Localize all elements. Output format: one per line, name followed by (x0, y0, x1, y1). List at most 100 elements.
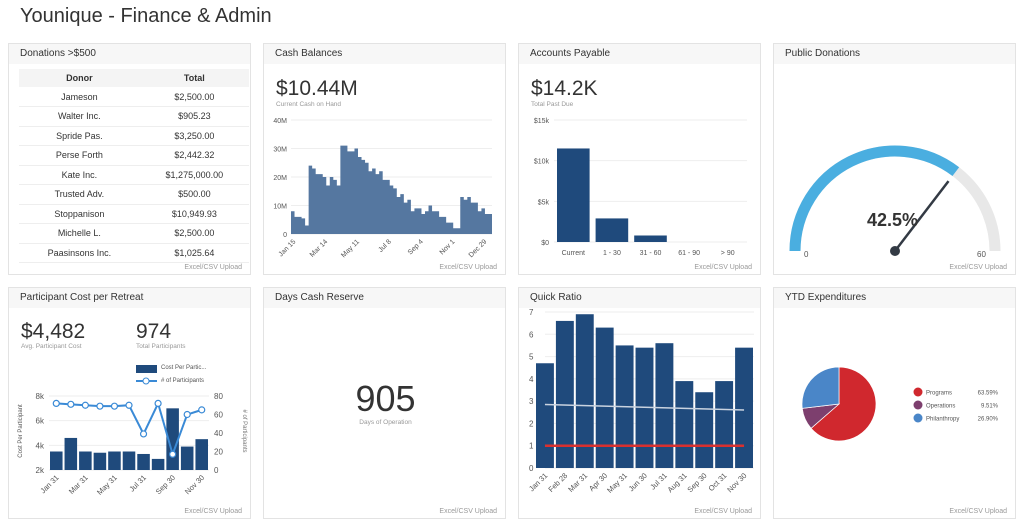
bar (79, 451, 92, 470)
donation-total: $10,949.93 (139, 204, 249, 224)
legend-swatch (913, 400, 923, 410)
legend-bar-swatch (136, 365, 157, 373)
donor-name: Michelle L. (19, 223, 140, 244)
ap-label: Total Past Due (531, 101, 574, 108)
donation-total: $1,275,000.00 (139, 165, 249, 185)
donation-total: $2,442.32 (139, 145, 249, 166)
cash-chart: 0 10M 20M 30M 40M Jan 15 Mar 14 May 11 Jul 8 Sep … (273, 118, 492, 259)
card-title: Donations >$500 (9, 44, 250, 64)
x-tick-label: May 31 (95, 473, 119, 497)
x-tick-label: Sep 30 (685, 471, 708, 494)
source-label: Excel/CSV Upload (184, 508, 242, 515)
donor-name: Kate Inc. (19, 165, 140, 185)
ap-chart: $0 $5k $10k $15k Current 1 - 30 31 - 60 61 - 90… (534, 118, 747, 257)
y-tick-label: 2 (529, 419, 534, 428)
legend-value: 63.59% (978, 391, 999, 397)
participants-point (183, 410, 191, 419)
bar (557, 148, 590, 242)
x-tick-label: Current (562, 250, 585, 257)
donor-name: Perse Forth (19, 145, 140, 166)
y-tick-label: 10M (273, 204, 287, 211)
bar (536, 363, 554, 468)
pie-slice (801, 366, 840, 409)
card-title: Participant Cost per Retreat (9, 288, 250, 308)
participants-line (56, 400, 203, 458)
x-tick-label: Sep 4 (407, 238, 425, 256)
x-tick-label: Sep 30 (154, 473, 177, 496)
bar (137, 453, 150, 470)
card-title: YTD Expenditures (774, 288, 1015, 308)
table-row: Trusted Adv. $500.00 (19, 184, 249, 205)
x-tick-label: Nov 1 (439, 238, 457, 256)
bar (108, 451, 121, 470)
x-tick-label: Jul 31 (127, 473, 148, 494)
gauge-needle (894, 180, 950, 252)
x-tick-label: Mar 31 (67, 473, 90, 496)
x-tick-label: May 11 (340, 238, 361, 259)
donor-name: Jameson (19, 87, 140, 107)
source-label: Excel/CSV Upload (949, 264, 1007, 271)
source-label: Excel/CSV Upload (949, 508, 1007, 515)
table-row: Spride Pas. $3,250.00 (19, 126, 249, 146)
avg-cost-value: $4,482 (21, 320, 86, 343)
legend-swatch (913, 387, 923, 397)
y-tick-label: 30M (273, 147, 287, 154)
y-tick-label: 0 (283, 232, 287, 239)
ytd-card: YTD Expenditures Programs 63.59% Operation… (773, 287, 1016, 519)
y-tick-label: $15k (534, 118, 550, 125)
donation-total: $500.00 (139, 184, 249, 205)
pie-slice (810, 366, 877, 442)
participants-point (139, 430, 148, 438)
bar (595, 218, 629, 242)
cash-card: Cash Balances $10.44M Current Cash on Ha… (263, 43, 506, 275)
y-tick-label-left: 8k (36, 392, 45, 401)
bar (634, 235, 667, 242)
x-tick-label: Dec 29 (468, 238, 489, 259)
source-label: Excel/CSV Upload (694, 508, 752, 515)
x-tick-label: Jan 15 (278, 238, 298, 258)
gauge-hub (890, 246, 900, 256)
participants-point (154, 399, 162, 408)
source-label: Excel/CSV Upload (439, 264, 497, 271)
ap-value: $14.2K (531, 77, 598, 100)
participants-point (81, 401, 89, 409)
donation-total: $3,250.00 (139, 126, 249, 146)
source-label: Excel/CSV Upload (184, 264, 242, 271)
y-tick-label: $5k (538, 199, 550, 206)
y-tick-label-left: 6k (36, 417, 45, 426)
gauge-fill (789, 145, 960, 252)
donor-name: Walter Inc. (19, 106, 140, 127)
donations-table: Donor Total Jameson $2,500.00 Walter Inc. $90… (19, 69, 249, 263)
bar (151, 458, 165, 470)
y-tick-label: $10k (534, 159, 550, 166)
y-tick-label-right: 40 (214, 429, 223, 438)
gauge-chart (789, 145, 1001, 256)
source-label: Excel/CSV Upload (694, 264, 752, 271)
total-participants-label: Total Participants (136, 343, 186, 350)
y-tick-label-right: 80 (214, 392, 223, 401)
source-label: Excel/CSV Upload (439, 508, 497, 515)
y-tick-label: 20M (273, 175, 287, 182)
legend-line-marker (142, 377, 150, 385)
y-tick-label: 0 (529, 464, 534, 473)
y-tick-label: 5 (529, 353, 534, 362)
quick-card: Quick Ratio 0 1 2 3 4 5 6 7 Jan 31 Feb 28 Mar 31 Ap… (518, 287, 761, 519)
legend-swatch (913, 413, 923, 423)
days-label: Days of Operation (359, 419, 412, 426)
donation-total: $2,500.00 (139, 223, 249, 244)
bar (64, 437, 78, 470)
bar (180, 446, 194, 470)
y-tick-label-left: 4k (36, 441, 45, 450)
x-tick-label: Aug 31 (666, 471, 689, 494)
x-tick-label: Jan 31 (38, 473, 60, 495)
bar (122, 451, 136, 470)
legend-label: Philanthropy (926, 417, 959, 423)
gauge-value: 42.5% (867, 210, 919, 230)
x-tick-label: Mar 14 (309, 238, 329, 258)
avg-cost-label: Avg. Participant Cost (21, 343, 82, 350)
x-tick-label: Feb 28 (546, 471, 569, 494)
legend-label: Operations (926, 404, 955, 410)
x-tick-label: > 90 (721, 250, 735, 257)
bar (93, 452, 107, 470)
